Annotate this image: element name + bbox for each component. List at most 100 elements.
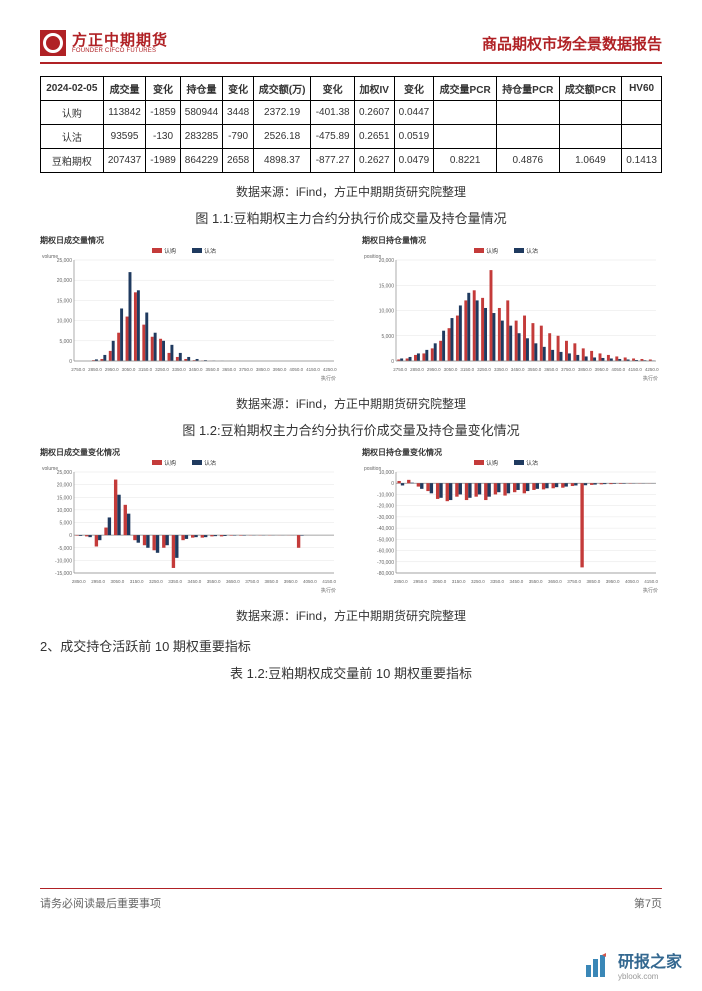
svg-text:-15,000: -15,000	[55, 571, 72, 577]
svg-text:3150.0: 3150.0	[452, 579, 466, 584]
svg-text:认沽: 认沽	[526, 460, 538, 467]
svg-text:-50,000: -50,000	[377, 537, 394, 543]
table-header: 变化	[146, 77, 180, 101]
svg-text:3150.0: 3150.0	[138, 367, 152, 372]
svg-text:4150.0: 4150.0	[322, 579, 336, 584]
svg-text:15,000: 15,000	[379, 283, 395, 289]
svg-text:3550.0: 3550.0	[528, 367, 542, 372]
svg-text:4250.0: 4250.0	[645, 367, 659, 372]
chart-4-title: 期权日持仓量变化情况	[362, 447, 662, 458]
svg-text:3450.0: 3450.0	[509, 579, 523, 584]
svg-text:认购: 认购	[164, 460, 176, 467]
fig-1-1-title: 图 1.1:豆粕期权主力合约分执行价成交量及持仓量情况	[40, 208, 662, 227]
svg-text:执行价: 执行价	[643, 587, 658, 594]
svg-text:3450.0: 3450.0	[189, 367, 203, 372]
svg-text:0: 0	[69, 359, 72, 365]
svg-text:3750.0: 3750.0	[245, 579, 259, 584]
svg-text:3350.0: 3350.0	[490, 579, 504, 584]
svg-text:-80,000: -80,000	[377, 571, 394, 577]
table-header: HV60	[622, 77, 662, 101]
svg-text:3950.0: 3950.0	[284, 579, 298, 584]
svg-text:3450.0: 3450.0	[187, 579, 201, 584]
svg-text:4050.0: 4050.0	[611, 367, 625, 372]
source-1: 数据来源：iFind，方正中期期货研究院整理	[40, 183, 662, 200]
svg-text:3550.0: 3550.0	[206, 367, 220, 372]
svg-text:-30,000: -30,000	[377, 515, 394, 521]
svg-text:执行价: 执行价	[643, 375, 658, 382]
table-header: 持仓量	[180, 77, 223, 101]
source-2: 数据来源：iFind，方正中期期货研究院整理	[40, 395, 662, 412]
doc-title: 商品期权市场全景数据报告	[482, 33, 662, 54]
svg-text:15,000: 15,000	[57, 298, 73, 304]
watermark: 研报之家 yblook.com	[584, 948, 682, 981]
svg-text:3350.0: 3350.0	[172, 367, 186, 372]
table-header: 2024-02-05	[41, 77, 104, 101]
svg-text:5,000: 5,000	[59, 521, 72, 527]
svg-text:认沽: 认沽	[204, 248, 216, 255]
svg-text:-5,000: -5,000	[58, 546, 72, 552]
logo: 方正中期期货 FOUNDER CIFCO FUTURES	[40, 30, 168, 56]
svg-text:认沽: 认沽	[204, 460, 216, 467]
table-header: 成交额PCR	[559, 77, 622, 101]
svg-text:0: 0	[391, 481, 394, 487]
footer-right: 第7页	[634, 895, 662, 911]
svg-text:0: 0	[391, 359, 394, 365]
svg-text:4250.0: 4250.0	[323, 367, 337, 372]
svg-text:3350.0: 3350.0	[168, 579, 182, 584]
svg-text:20,000: 20,000	[57, 483, 73, 489]
svg-text:3450.0: 3450.0	[511, 367, 525, 372]
watermark-icon	[584, 951, 612, 979]
svg-text:25,000: 25,000	[57, 258, 73, 264]
table-header: 变化	[223, 77, 253, 101]
svg-text:3750.0: 3750.0	[561, 367, 575, 372]
svg-text:20,000: 20,000	[379, 258, 395, 264]
table-header: 加权IV	[354, 77, 394, 101]
svg-text:-70,000: -70,000	[377, 560, 394, 566]
footer-left: 请务必阅读最后重要事项	[40, 895, 161, 911]
footer: 请务必阅读最后重要事项 第7页	[40, 888, 662, 911]
logo-icon	[40, 30, 66, 56]
svg-text:认购: 认购	[164, 248, 176, 255]
svg-text:-10,000: -10,000	[55, 558, 72, 564]
svg-text:25,000: 25,000	[57, 470, 73, 476]
svg-text:4050.0: 4050.0	[625, 579, 639, 584]
svg-text:认购: 认购	[486, 460, 498, 467]
svg-text:2950.0: 2950.0	[105, 367, 119, 372]
table-row: 认购113842-185958094434482372.19-401.380.2…	[41, 101, 662, 125]
watermark-sub: yblook.com	[618, 972, 682, 981]
logo-en: FOUNDER CIFCO FUTURES	[72, 48, 168, 54]
svg-text:-60,000: -60,000	[377, 549, 394, 555]
svg-text:认购: 认购	[486, 248, 498, 255]
table-header: 变化	[311, 77, 354, 101]
svg-text:3050.0: 3050.0	[110, 579, 124, 584]
svg-text:3850.0: 3850.0	[265, 579, 279, 584]
svg-text:2850.0: 2850.0	[394, 579, 408, 584]
svg-text:4050.0: 4050.0	[303, 579, 317, 584]
chart-4: 期权日持仓量变化情况 认购认沽position-80,000-70,000-60…	[362, 447, 662, 597]
svg-text:3650.0: 3650.0	[222, 367, 236, 372]
svg-text:执行价: 执行价	[321, 587, 336, 594]
source-3: 数据来源：iFind，方正中期期货研究院整理	[40, 607, 662, 624]
svg-text:4150.0: 4150.0	[644, 579, 658, 584]
svg-text:-40,000: -40,000	[377, 526, 394, 532]
svg-text:3650.0: 3650.0	[544, 367, 558, 372]
svg-text:10,000: 10,000	[379, 470, 395, 476]
svg-text:10,000: 10,000	[57, 508, 73, 514]
svg-text:3050.0: 3050.0	[432, 579, 446, 584]
svg-text:0: 0	[69, 533, 72, 539]
chart-3-title: 期权日成交量变化情况	[40, 447, 340, 458]
svg-text:2950.0: 2950.0	[91, 579, 105, 584]
svg-text:3950.0: 3950.0	[273, 367, 287, 372]
svg-text:3150.0: 3150.0	[130, 579, 144, 584]
table-header: 变化	[394, 77, 434, 101]
svg-text:15,000: 15,000	[57, 495, 73, 501]
svg-text:3250.0: 3250.0	[471, 579, 485, 584]
data-table: 2024-02-05成交量变化持仓量变化成交额(万)变化加权IV变化成交量PCR…	[40, 76, 662, 173]
svg-text:3250.0: 3250.0	[477, 367, 491, 372]
svg-text:3650.0: 3650.0	[548, 579, 562, 584]
svg-text:5,000: 5,000	[59, 339, 72, 345]
svg-text:3650.0: 3650.0	[226, 579, 240, 584]
svg-text:2850.0: 2850.0	[88, 367, 102, 372]
svg-text:3950.0: 3950.0	[606, 579, 620, 584]
svg-text:2750.0: 2750.0	[71, 367, 85, 372]
